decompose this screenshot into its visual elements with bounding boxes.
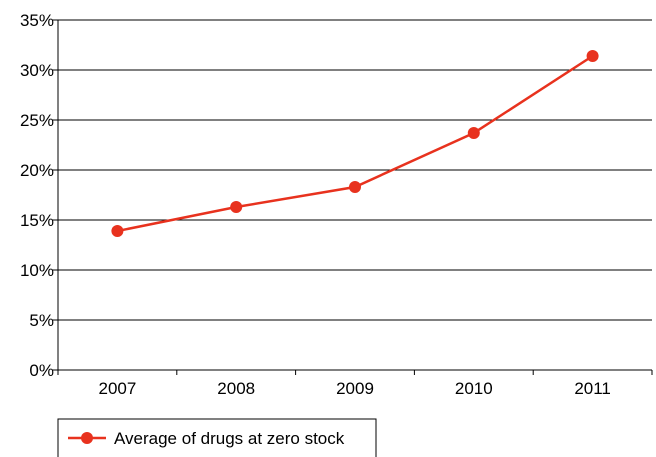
series-group: [111, 50, 599, 237]
y-tick-label: 20%: [20, 161, 54, 180]
legend-label: Average of drugs at zero stock: [114, 429, 345, 448]
gridlines: [58, 19, 652, 321]
x-tick-label: 2008: [217, 379, 255, 398]
data-point: [467, 127, 480, 139]
x-tick-label: 2007: [98, 379, 136, 398]
legend-swatch-marker: [81, 432, 93, 444]
series-line: [117, 54, 594, 233]
y-tick-label: 5%: [29, 311, 54, 330]
data-point: [586, 50, 599, 62]
y-axis-ticks: 0% 5% 10% 15% 20% 25% 30% 35%: [20, 11, 58, 380]
legend: Average of drugs at zero stock: [57, 418, 377, 457]
y-tick-label: 10%: [20, 261, 54, 280]
data-point: [349, 181, 361, 193]
y-tick-label: 30%: [20, 61, 54, 80]
data-point: [111, 225, 124, 237]
data-point: [230, 201, 243, 213]
x-tick-label: 2010: [455, 379, 493, 398]
y-tick-label: 25%: [20, 111, 54, 130]
x-tick-label: 2011: [574, 379, 611, 398]
legend-box: [57, 418, 377, 457]
y-tick-label: 35%: [20, 11, 54, 30]
y-tick-label: 15%: [20, 211, 54, 230]
x-tick-label: 2009: [336, 379, 374, 398]
x-axis-ticks: 2007 2008 2009 2010 2011: [57, 370, 653, 398]
y-tick-label: 0%: [29, 361, 54, 380]
